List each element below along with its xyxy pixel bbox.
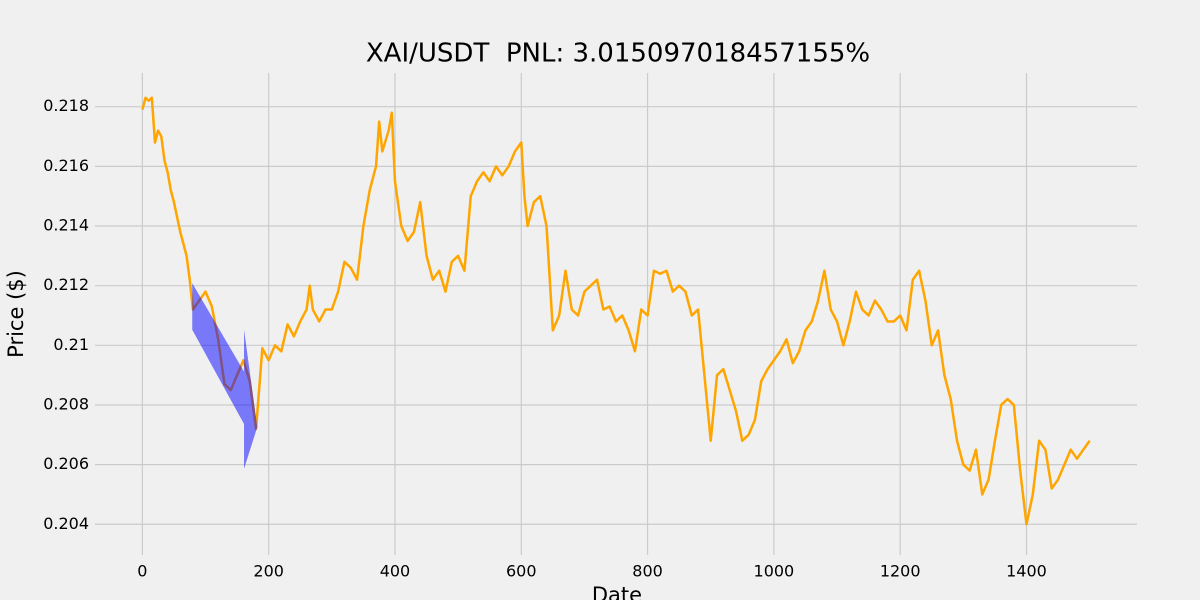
y-tick-label: 0.216: [43, 156, 89, 175]
x-tick-label: 0: [137, 562, 147, 581]
x-tick-label: 600: [506, 562, 537, 581]
y-tick-label: 0.204: [43, 514, 89, 533]
x-tick-label: 200: [253, 562, 284, 581]
x-tick-label: 400: [380, 562, 411, 581]
x-tick-label: 800: [632, 562, 663, 581]
y-axis-label: Price ($): [4, 270, 28, 358]
y-tick-label: 0.214: [43, 216, 89, 235]
trade-region: [192, 283, 245, 425]
y-tick-label: 0.212: [43, 275, 89, 294]
chart-title: XAI/USDT PNL: 3.015097018457155%: [366, 39, 870, 69]
y-tick-label: 0.206: [43, 454, 89, 473]
x-tick-label: 1200: [880, 562, 921, 581]
y-tick-label: 0.218: [43, 96, 89, 115]
x-tick-label: 1000: [754, 562, 795, 581]
x-tick-label: 1400: [1006, 562, 1047, 581]
y-tick-label: 0.21: [53, 335, 89, 354]
y-tick-label: 0.208: [43, 394, 89, 413]
x-axis-label: Date: [592, 583, 642, 600]
trade-region: [244, 329, 258, 469]
price-line: [141, 96, 1091, 526]
